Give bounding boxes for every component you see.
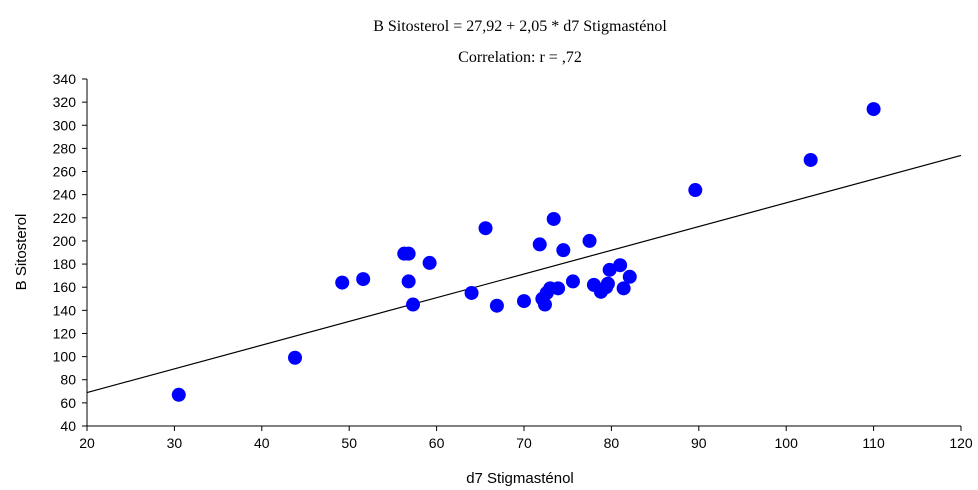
x-tick-label: 80	[604, 435, 620, 451]
x-tick-label: 110	[862, 435, 885, 451]
chart-title: B Sitosterol = 27,92 + 2,05 * d7 Stigmas…	[373, 18, 667, 35]
data-points	[171, 102, 881, 402]
data-point	[602, 262, 617, 277]
y-tick-label: 180	[53, 256, 77, 272]
axes	[86, 79, 961, 427]
y-tick-label: 60	[60, 395, 76, 411]
data-point	[537, 297, 552, 312]
data-point	[600, 276, 615, 291]
y-tick-label: 140	[53, 302, 77, 318]
data-point	[464, 285, 479, 300]
data-point	[613, 258, 628, 273]
x-ticks: 20 30 40 50 60 70 80 90 100 110 120	[79, 426, 973, 451]
data-point	[171, 387, 186, 402]
data-point	[489, 298, 504, 313]
data-point	[288, 350, 303, 365]
data-point	[478, 221, 493, 236]
data-point	[582, 233, 597, 248]
y-axis-label: B Sitosterol	[13, 214, 30, 291]
data-point	[556, 243, 571, 258]
data-point	[401, 246, 416, 261]
y-ticks: 40 60 80 100 120 140 160 180 200 220 240 260 280 300 3…	[53, 71, 87, 434]
y-tick-label: 200	[53, 233, 77, 249]
x-tick-label: 30	[167, 435, 183, 451]
data-point	[551, 281, 566, 296]
x-tick-label: 40	[254, 435, 270, 451]
x-tick-label: 20	[79, 435, 95, 451]
data-point	[401, 274, 416, 289]
data-point	[517, 294, 531, 309]
x-axis-label: d7 Stigmasténol	[466, 470, 574, 487]
x-tick-label: 100	[775, 435, 799, 451]
x-tick-label: 120	[949, 435, 973, 451]
data-point	[406, 297, 421, 312]
y-tick-label: 40	[60, 418, 76, 434]
data-point	[866, 102, 881, 117]
data-point	[803, 152, 818, 167]
y-tick-label: 260	[53, 164, 77, 180]
data-point	[546, 211, 561, 226]
y-tick-label: 320	[53, 94, 77, 110]
data-point	[532, 237, 547, 252]
data-point	[565, 274, 580, 289]
y-tick-label: 100	[53, 349, 77, 365]
x-tick-label: 60	[429, 435, 445, 451]
y-tick-label: 280	[53, 140, 77, 156]
y-tick-label: 160	[53, 279, 77, 295]
data-point	[688, 183, 703, 198]
data-point	[616, 281, 631, 296]
y-tick-label: 240	[53, 187, 77, 203]
x-tick-label: 90	[691, 435, 707, 451]
x-tick-label: 50	[341, 435, 357, 451]
data-point	[335, 275, 350, 290]
chart-subtitle: Correlation: r = ,72	[458, 49, 582, 66]
y-tick-label: 220	[53, 210, 77, 226]
y-tick-label: 80	[60, 372, 76, 388]
y-tick-label: 340	[53, 71, 77, 87]
x-tick-label: 70	[516, 435, 532, 451]
y-tick-label: 120	[53, 325, 77, 341]
data-point	[422, 255, 437, 270]
data-point	[622, 269, 637, 284]
y-tick-label: 300	[53, 117, 77, 133]
data-point	[356, 272, 371, 287]
regression-line	[86, 154, 962, 394]
